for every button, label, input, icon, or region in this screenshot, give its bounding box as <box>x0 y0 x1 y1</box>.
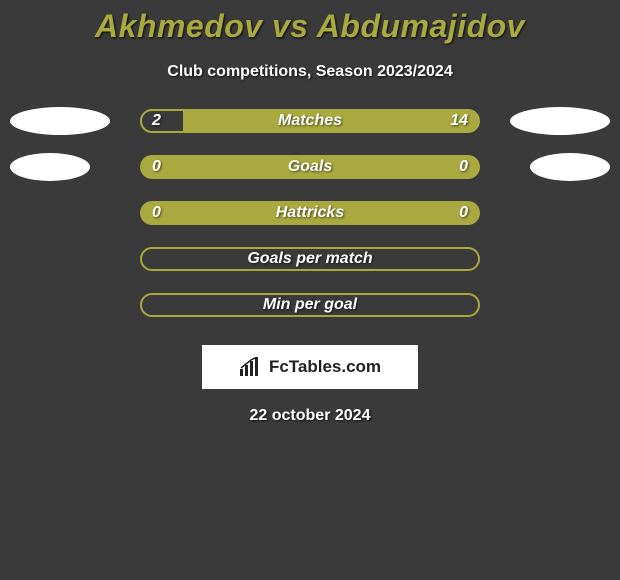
stat-label: Hattricks <box>140 201 480 225</box>
stat-row: 0Goals0 <box>0 155 620 179</box>
stat-bar: 2Matches14 <box>140 109 480 133</box>
stat-value-right: 14 <box>450 109 468 133</box>
stat-bar: 0Goals0 <box>140 155 480 179</box>
stat-value-right: 0 <box>459 155 468 179</box>
right-ellipse <box>510 107 610 135</box>
comparison-card: Akhmedov vs Abdumajidov Club competition… <box>0 0 620 425</box>
chart-icon <box>239 357 263 377</box>
stat-row: 0Hattricks0 <box>0 201 620 225</box>
stat-row: 2Matches14 <box>0 109 620 133</box>
stat-bar-empty: Goals per match <box>140 247 480 271</box>
stat-label: Min per goal <box>142 295 478 315</box>
stat-value-right: 0 <box>459 201 468 225</box>
right-ellipse <box>530 153 610 181</box>
brand-text: FcTables.com <box>269 357 381 377</box>
stat-row: Min per goal <box>0 293 620 317</box>
stat-label: Matches <box>140 109 480 133</box>
page-title: Akhmedov vs Abdumajidov <box>0 8 620 45</box>
brand-badge[interactable]: FcTables.com <box>202 345 418 389</box>
stat-label: Goals per match <box>142 249 478 269</box>
page-subtitle: Club competitions, Season 2023/2024 <box>0 63 620 81</box>
stat-label: Goals <box>140 155 480 179</box>
stat-row: Goals per match <box>0 247 620 271</box>
stat-rows: 2Matches140Goals00Hattricks0Goals per ma… <box>0 109 620 317</box>
left-ellipse <box>10 153 90 181</box>
stat-bar: 0Hattricks0 <box>140 201 480 225</box>
left-ellipse <box>10 107 110 135</box>
stat-bar-empty: Min per goal <box>140 293 480 317</box>
footer-date: 22 october 2024 <box>0 407 620 425</box>
